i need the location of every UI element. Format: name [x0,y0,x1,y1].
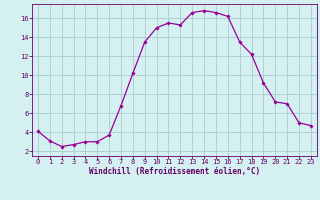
X-axis label: Windchill (Refroidissement éolien,°C): Windchill (Refroidissement éolien,°C) [89,167,260,176]
